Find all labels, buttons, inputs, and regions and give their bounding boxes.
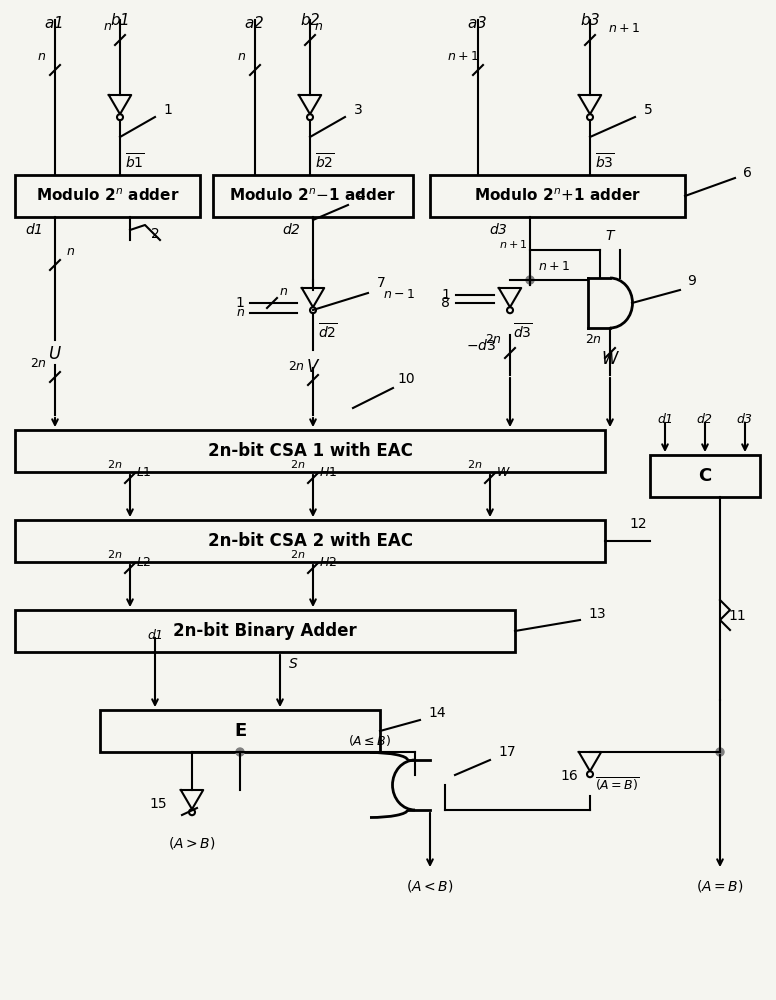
- Text: n: n: [67, 245, 74, 258]
- Text: $\overline{(A=B)}$: $\overline{(A=B)}$: [595, 776, 639, 794]
- Text: 10: 10: [397, 372, 415, 386]
- Text: Modulo 2$^n$$+$1 adder: Modulo 2$^n$$+$1 adder: [474, 188, 641, 204]
- Text: $2n$: $2n$: [288, 360, 305, 373]
- Text: 9: 9: [688, 274, 696, 288]
- Text: 2n-bit CSA 2 with EAC: 2n-bit CSA 2 with EAC: [207, 532, 413, 550]
- Bar: [213, 175, 413, 217]
- Text: $n+1$: $n+1$: [608, 22, 640, 35]
- Text: $d$3: $d$3: [489, 222, 508, 237]
- Text: $d$2: $d$2: [696, 412, 714, 426]
- Text: $a$1: $a$1: [43, 15, 62, 31]
- Text: $\overline{b3}$: $\overline{b3}$: [595, 152, 615, 172]
- Text: $H1$: $H1$: [319, 466, 337, 479]
- Text: T: T: [606, 229, 615, 243]
- Text: 17: 17: [498, 745, 515, 759]
- Text: 15: 15: [149, 797, 167, 811]
- Text: $\overline{b2}$: $\overline{b2}$: [315, 152, 334, 172]
- Text: $(A>B)$: $(A>B)$: [168, 835, 216, 851]
- Text: E: E: [234, 722, 246, 740]
- Text: $2n$: $2n$: [30, 357, 47, 370]
- Text: $a$3: $a$3: [467, 15, 487, 31]
- Text: $U$: $U$: [48, 345, 62, 363]
- Text: $b$1: $b$1: [110, 12, 130, 28]
- Text: 2n-bit CSA 1 with EAC: 2n-bit CSA 1 with EAC: [207, 442, 412, 460]
- Text: 1: 1: [441, 288, 450, 302]
- Bar: [100, 710, 380, 752]
- Bar: [430, 175, 685, 217]
- Text: $d$1: $d$1: [26, 222, 43, 237]
- Text: $(A \leq B)$: $(A \leq B)$: [348, 733, 392, 748]
- Text: Modulo 2$^n$$-$1 adder: Modulo 2$^n$$-$1 adder: [230, 188, 397, 204]
- Text: 6: 6: [743, 166, 752, 180]
- Text: $H2$: $H2$: [319, 556, 337, 569]
- Text: $-d3$: $-d3$: [466, 338, 496, 353]
- Bar: [650, 455, 760, 497]
- Bar: [15, 175, 200, 217]
- Text: $b$3: $b$3: [580, 12, 600, 28]
- Text: 2n-bit Binary Adder: 2n-bit Binary Adder: [173, 622, 357, 640]
- Text: $a$2: $a$2: [244, 15, 264, 31]
- Text: $(A<B)$: $(A<B)$: [406, 878, 454, 894]
- Circle shape: [236, 748, 244, 756]
- Text: 13: 13: [588, 607, 605, 621]
- Circle shape: [716, 748, 724, 756]
- Text: n: n: [280, 285, 288, 298]
- Text: 7: 7: [376, 276, 386, 290]
- Text: $b$2: $b$2: [300, 12, 320, 28]
- Text: n: n: [103, 20, 111, 33]
- Text: n: n: [238, 50, 246, 63]
- Text: $n+1$: $n+1$: [538, 260, 570, 273]
- Text: $d$1: $d$1: [657, 412, 673, 426]
- Text: 1: 1: [164, 103, 172, 117]
- Text: $2n$: $2n$: [585, 333, 602, 346]
- Text: $W$: $W$: [601, 350, 619, 368]
- Text: $L2$: $L2$: [136, 556, 151, 569]
- Text: $V$: $V$: [306, 358, 320, 376]
- Text: $W$: $W$: [496, 466, 511, 479]
- Text: $\overline{d2}$: $\overline{d2}$: [318, 322, 338, 342]
- Text: n: n: [314, 20, 322, 33]
- Text: 5: 5: [643, 103, 653, 117]
- Circle shape: [526, 276, 534, 284]
- Bar: [15, 430, 605, 472]
- Text: $d$1: $d$1: [147, 628, 163, 642]
- Text: $d$2: $d$2: [282, 222, 301, 237]
- Text: 12: 12: [629, 517, 647, 531]
- Text: $2n$: $2n$: [289, 458, 305, 470]
- Text: n: n: [38, 50, 46, 63]
- Text: 2: 2: [151, 227, 159, 241]
- Text: 4: 4: [357, 189, 365, 203]
- Text: $2n$: $2n$: [106, 458, 122, 470]
- Text: $S$: $S$: [288, 657, 299, 671]
- Text: $n+1$: $n+1$: [499, 238, 528, 250]
- Text: Modulo 2$^n$ adder: Modulo 2$^n$ adder: [36, 188, 179, 204]
- Text: $2n$: $2n$: [466, 458, 482, 470]
- Text: $L1$: $L1$: [136, 466, 152, 479]
- Text: $\overline{b1}$: $\overline{b1}$: [125, 152, 144, 172]
- Text: 1: 1: [235, 296, 244, 310]
- Text: 8: 8: [441, 296, 450, 310]
- Text: 11: 11: [728, 609, 746, 623]
- Bar: [15, 520, 605, 562]
- Bar: [15, 610, 515, 652]
- Text: C: C: [698, 467, 712, 485]
- Text: $2n$: $2n$: [485, 333, 502, 346]
- Text: $\overline{d3}$: $\overline{d3}$: [513, 322, 532, 342]
- Text: $n+1$: $n+1$: [447, 50, 479, 63]
- Text: $d$3: $d$3: [736, 412, 753, 426]
- Text: 14: 14: [428, 706, 445, 720]
- Text: 3: 3: [354, 103, 362, 117]
- Text: 16: 16: [560, 769, 578, 783]
- Text: $2n$: $2n$: [289, 548, 305, 560]
- Text: $(A=B)$: $(A=B)$: [696, 878, 744, 894]
- Text: $2n$: $2n$: [106, 548, 122, 560]
- Text: n: n: [236, 306, 244, 320]
- Text: $n-1$: $n-1$: [383, 288, 415, 301]
